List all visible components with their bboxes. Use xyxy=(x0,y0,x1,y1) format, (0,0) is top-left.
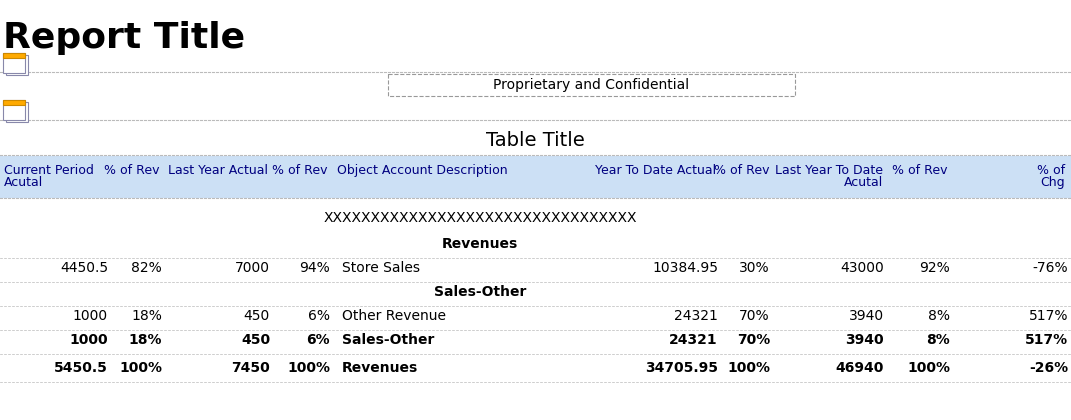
Text: Last Year To Date: Last Year To Date xyxy=(775,164,883,177)
Text: Chg: Chg xyxy=(1040,176,1065,189)
Text: Revenues: Revenues xyxy=(442,237,518,251)
Text: 8%: 8% xyxy=(927,309,950,323)
Text: 4450.5: 4450.5 xyxy=(60,261,108,275)
Text: Table Title: Table Title xyxy=(485,131,585,150)
Bar xyxy=(3,100,25,105)
Text: 10384.95: 10384.95 xyxy=(652,261,718,275)
Text: Current Period: Current Period xyxy=(4,164,94,177)
Text: Last Year Actual: Last Year Actual xyxy=(168,164,268,177)
Text: 100%: 100% xyxy=(907,361,950,375)
Text: Sales-Other: Sales-Other xyxy=(434,285,526,299)
Text: 3940: 3940 xyxy=(845,333,884,347)
Text: Acutal: Acutal xyxy=(844,176,883,189)
Text: % of Rev: % of Rev xyxy=(272,164,328,177)
Text: 450: 450 xyxy=(244,309,270,323)
Bar xyxy=(3,53,25,73)
Text: Acutal: Acutal xyxy=(4,176,43,189)
Text: 43000: 43000 xyxy=(841,261,884,275)
Text: Revenues: Revenues xyxy=(342,361,419,375)
Text: 100%: 100% xyxy=(727,361,770,375)
Text: 94%: 94% xyxy=(299,261,330,275)
Bar xyxy=(6,102,28,122)
Text: 70%: 70% xyxy=(739,309,770,323)
Text: 7450: 7450 xyxy=(231,361,270,375)
Text: 8%: 8% xyxy=(926,333,950,347)
Text: 70%: 70% xyxy=(737,333,770,347)
Bar xyxy=(6,55,28,75)
Text: 18%: 18% xyxy=(129,333,162,347)
Text: Proprietary and Confidential: Proprietary and Confidential xyxy=(494,78,690,92)
Text: Object Account Description: Object Account Description xyxy=(337,164,508,177)
Text: % of Rev: % of Rev xyxy=(714,164,770,177)
Bar xyxy=(3,53,25,58)
Text: 100%: 100% xyxy=(119,361,162,375)
Text: 450: 450 xyxy=(241,333,270,347)
Text: 6%: 6% xyxy=(308,309,330,323)
Bar xyxy=(0,156,1071,198)
Bar xyxy=(3,100,25,120)
Text: 18%: 18% xyxy=(131,309,162,323)
Text: Other Revenue: Other Revenue xyxy=(342,309,446,323)
Text: 517%: 517% xyxy=(1028,309,1068,323)
Text: 82%: 82% xyxy=(132,261,162,275)
Text: -26%: -26% xyxy=(1029,361,1068,375)
Text: % of Rev: % of Rev xyxy=(105,164,160,177)
Text: 24321: 24321 xyxy=(669,333,718,347)
Text: -76%: -76% xyxy=(1032,261,1068,275)
Text: Store Sales: Store Sales xyxy=(342,261,420,275)
Text: % of Rev: % of Rev xyxy=(892,164,948,177)
Text: 1000: 1000 xyxy=(73,309,108,323)
Text: 24321: 24321 xyxy=(674,309,718,323)
Text: 7000: 7000 xyxy=(235,261,270,275)
Text: 30%: 30% xyxy=(739,261,770,275)
Text: 517%: 517% xyxy=(1025,333,1068,347)
Text: 3940: 3940 xyxy=(849,309,884,323)
Text: Sales-Other: Sales-Other xyxy=(342,333,435,347)
Text: % of: % of xyxy=(1037,164,1065,177)
Text: Year To Date Actual: Year To Date Actual xyxy=(594,164,716,177)
Text: 5450.5: 5450.5 xyxy=(55,361,108,375)
Text: XXXXXXXXXXXXXXXXXXXXXXXXXXXXXXXXX: XXXXXXXXXXXXXXXXXXXXXXXXXXXXXXXXX xyxy=(323,211,637,225)
Bar xyxy=(388,74,795,96)
Text: 46940: 46940 xyxy=(835,361,884,375)
Text: 6%: 6% xyxy=(306,333,330,347)
Text: 100%: 100% xyxy=(287,361,330,375)
Text: 34705.95: 34705.95 xyxy=(645,361,718,375)
Text: 1000: 1000 xyxy=(70,333,108,347)
Text: Report Title: Report Title xyxy=(3,21,245,55)
Text: 92%: 92% xyxy=(919,261,950,275)
